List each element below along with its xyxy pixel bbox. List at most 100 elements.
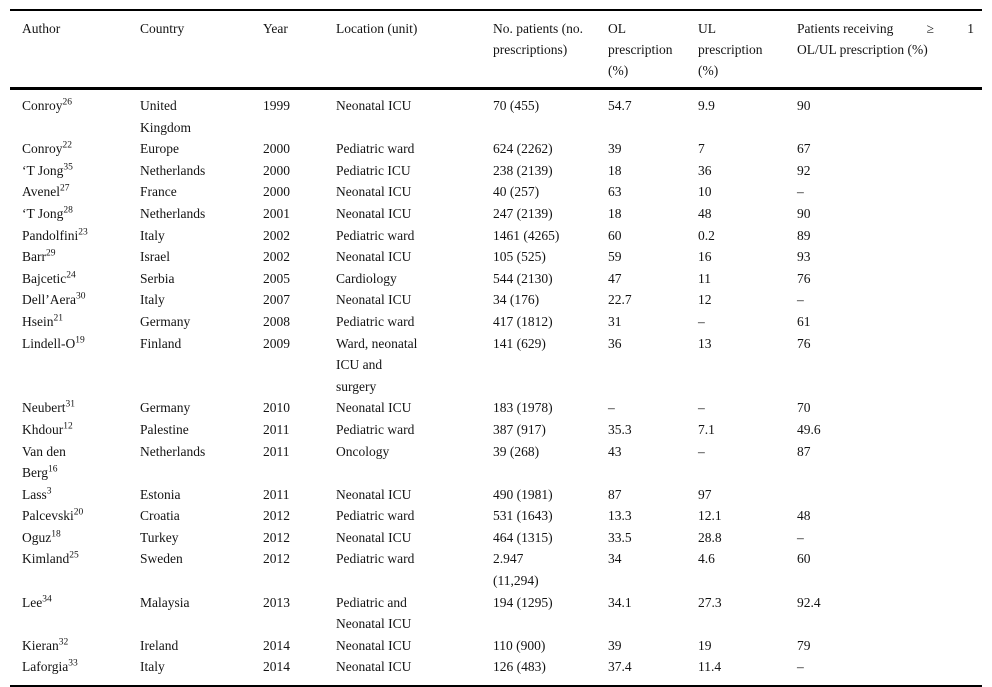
table-body: Conroy26 United Kingdom 1999 Neonatal ICU 70… [10,89,982,687]
cell-country: Sweden [140,551,183,567]
cell-author: Avenel27 [10,181,140,203]
table-row: Pandolfini23 Italy 2002 Pediatric ward 1461 … [10,225,982,247]
cell-year: 2011 [263,443,290,459]
reference-number: 18 [51,529,61,540]
cell-country: Europe [140,141,179,157]
author-name: Laforgia [22,659,69,675]
cell-year: 2012 [263,508,290,524]
reference-number: 20 [73,507,84,518]
cell-location: Neonatal ICU [336,249,412,265]
cell-olul: 76 [797,335,811,351]
cell-location: Neonatal ICU [336,292,412,308]
cell-ol: 59 [608,249,622,265]
cell-olul: 93 [797,249,811,265]
cell-patients: 141 (629) [493,335,546,351]
reference-number: 28 [63,205,73,216]
cell-patients: 39 (268) [493,443,540,459]
reference-number: 29 [46,248,56,259]
cell-ol: – [608,400,615,416]
cell-year: 2008 [263,313,290,329]
cell-patients: 1461 (4265) [493,227,560,243]
cell-author: Barr29 [10,246,140,268]
cell-year: 2013 [263,594,290,610]
table-row: Conroy22 Europe 2000 Pediatric ward 624 (226… [10,138,982,160]
cell-patients: 247 (2139) [493,205,553,221]
table-row: Kieran32 Ireland 2014 Neonatal ICU 110 (900)… [10,635,982,657]
cell-author: Van den Berg16 [10,441,140,484]
cell-ul: 11.4 [698,659,722,675]
cell-location: Neonatal ICU [336,486,412,502]
cell-patients: 238 (2139) [493,162,553,178]
cell-author: Kieran32 [10,635,140,657]
cell-location: Pediatric ward [336,551,415,567]
cell-ul: – [698,443,705,459]
table-row: Conroy26 United Kingdom 1999 Neonatal ICU 70… [10,89,982,139]
cell-ol: 18 [608,205,622,221]
cell-patients: 417 (1812) [493,313,553,329]
cell-year: 2012 [263,551,290,567]
cell-year: 2011 [263,486,290,502]
author-name: Lass [22,486,47,502]
cell-ol: 34.1 [608,594,632,610]
cell-patients: 544 (2130) [493,270,553,286]
reference-number: 32 [58,637,69,648]
reference-number: 26 [62,97,73,108]
cell-olul: 92.4 [797,594,821,610]
cell-author: Hsein21 [10,311,140,333]
cell-ul: – [698,313,705,329]
cell-ul: – [698,400,705,416]
cell-year: 2005 [263,270,290,286]
cell-patients: 70 (455) [493,98,540,113]
cell-location: Pediatric ward [336,227,415,243]
table-row: Khdour12 Palestine 2011 Pediatric ward 387 (… [10,419,982,441]
cell-country: United Kingdom [140,98,192,135]
reference-number: 12 [63,421,73,432]
cell-location: Neonatal ICU [336,400,412,416]
cell-country: Estonia [140,486,181,502]
cell-ol: 36 [608,335,622,351]
cell-patients: 464 (1315) [493,529,553,545]
cell-year: 2009 [263,335,290,351]
author-name: Lee [22,594,43,610]
author-name: Kimland [22,551,70,567]
cell-ol: 63 [608,184,622,200]
cell-location: Ward, neonatal ICU and surgery [336,335,418,394]
cell-olul: 70 [797,400,811,416]
cell-patients: 624 (2262) [493,141,553,157]
header-line-justified: Patients receiving ≥1 [797,18,974,39]
cell-location: Pediatric ward [336,508,415,524]
table-row: Avenel27 France 2000 Neonatal ICU 40 (257) 63… [10,181,982,203]
cell-location: Pediatric ward [336,141,415,157]
cell-year: 2007 [263,292,290,308]
reference-number: 25 [69,550,79,561]
cell-country: France [140,184,177,200]
col-header-ol: OL prescription (%) [608,10,698,90]
cell-author: ‘T Jong35 [10,160,140,182]
table-row: Barr29 Israel 2002 Neonatal ICU 105 (525) 59 1… [10,246,982,268]
cell-country: Ireland [140,637,179,653]
cell-patients: 40 (257) [493,184,540,200]
reference-number: 31 [65,399,75,410]
cell-patients: 34 (176) [493,292,540,308]
author-name: Pandolfini [22,227,79,243]
cell-location: Neonatal ICU [336,98,412,113]
author-name: Khdour [22,421,64,437]
cell-olul: 79 [797,637,811,653]
cell-ul: 36 [698,162,712,178]
table-row: Lindell-O19 Finland 2009 Ward, neonatal ICU… [10,333,982,398]
cell-ol: 18 [608,162,622,178]
cell-ol: 54.7 [608,98,632,113]
cell-country: Palestine [140,421,189,437]
cell-olul: 90 [797,98,811,113]
cell-year: 2012 [263,529,290,545]
cell-olul: – [797,529,804,545]
table-row: ‘T Jong28 Netherlands 2001 Neonatal ICU 247 … [10,203,982,225]
cell-author: Kimland25 [10,548,140,591]
cell-country: Israel [140,249,170,265]
cell-ul: 7.1 [698,421,715,437]
cell-country: Germany [140,400,191,416]
author-name: ‘T Jong [22,162,64,178]
cell-olul: 92 [797,162,811,178]
cell-country: Italy [140,659,165,675]
cell-olul: 76 [797,270,811,286]
